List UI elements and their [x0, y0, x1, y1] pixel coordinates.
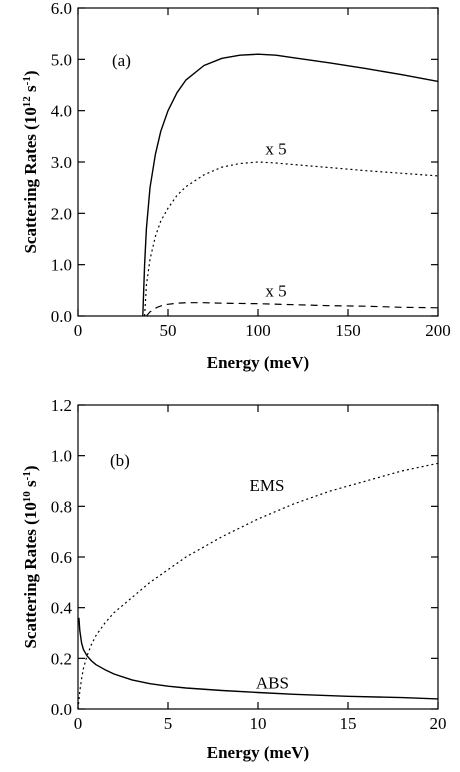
panel-a-ytick-label: 6.0: [51, 0, 72, 18]
panel-a-ticks: 0 50 100 150 200 0.0 1.0 2.0 3.0 4.0 5.0 6.0: [51, 0, 451, 340]
panel-b-xtick-label: 15: [340, 714, 357, 733]
panel-b-plot-frame: [77, 404, 439, 710]
panel-a-annotation: x 5: [265, 139, 286, 158]
panel-b-xtick-label: 0: [74, 714, 83, 733]
panel-a-series-dotted-line: [144, 161, 439, 317]
panel-a-series: [142, 53, 439, 317]
panel-a-ytick-label: 5.0: [51, 50, 72, 69]
panel-b-ytick-label: 1.0: [51, 447, 72, 466]
panel-a-tag: (a): [112, 51, 131, 70]
panel-b-annotation: ABS: [256, 674, 289, 693]
panel-b-ytick-label: 0.8: [51, 497, 72, 516]
panel-b-ytick-label: 0.2: [51, 649, 72, 668]
panel-b-ylabel: Scattering Rates (1010 s-1): [21, 465, 40, 648]
panel-a-ytick-label: 0.0: [51, 307, 72, 326]
panel-a-series-dashed-line: [145, 302, 439, 317]
panel-b-ytick-label: 0.6: [51, 548, 72, 567]
panel-b-ytick-label: 0.4: [51, 599, 73, 618]
panel-a-xtick-label: 200: [425, 321, 451, 340]
panel-b-ticks: 0 5 10 15 20 0.0 0.2 0.4 0.6 0.8 1.0 1.2: [51, 396, 447, 733]
panel-a-xtick-label: 100: [245, 321, 271, 340]
panel-b-ytick-label: 1.2: [51, 396, 72, 415]
panel-a-ytick-label: 2.0: [51, 204, 72, 223]
panel-b-series: [77, 462, 439, 710]
panel-b-xlabel: Energy (meV): [207, 743, 309, 762]
panel-b-xtick-label: 5: [164, 714, 173, 733]
panel-b: 0 5 10 15 20 0.0 0.2 0.4 0.6 0.8 1.0 1.2 EMS ABS (b)…: [21, 396, 447, 762]
panel-a-ylabel: Scattering Rates (1012 s-1): [21, 70, 40, 253]
panel-a-annotation: x 5: [265, 281, 286, 300]
panel-a-xtick-label: 50: [160, 321, 177, 340]
panel-b-series-ems-line: [77, 462, 439, 710]
panel-a-annotations: x 5 x 5: [265, 139, 286, 300]
panel-a-xtick-label: 0: [74, 321, 83, 340]
panel-a-ytick-label: 4.0: [51, 102, 72, 121]
panel-b-ytick-label: 0.0: [51, 700, 72, 719]
panel-a-ytick-label: 1.0: [51, 256, 72, 275]
panel-b-tag: (b): [110, 451, 130, 470]
panel-a-xlabel: Energy (meV): [207, 353, 309, 372]
panel-a-ytick-label: 3.0: [51, 153, 72, 172]
panel-a-xtick-label: 150: [335, 321, 361, 340]
panel-b-annotations: EMS ABS: [250, 476, 289, 693]
panel-b-series-abs-line: [78, 617, 439, 700]
panel-a-series-solid-line: [142, 53, 439, 317]
panel-b-xtick-label: 10: [250, 714, 267, 733]
panel-b-annotation: EMS: [250, 476, 285, 495]
panel-b-xtick-label: 20: [430, 714, 447, 733]
